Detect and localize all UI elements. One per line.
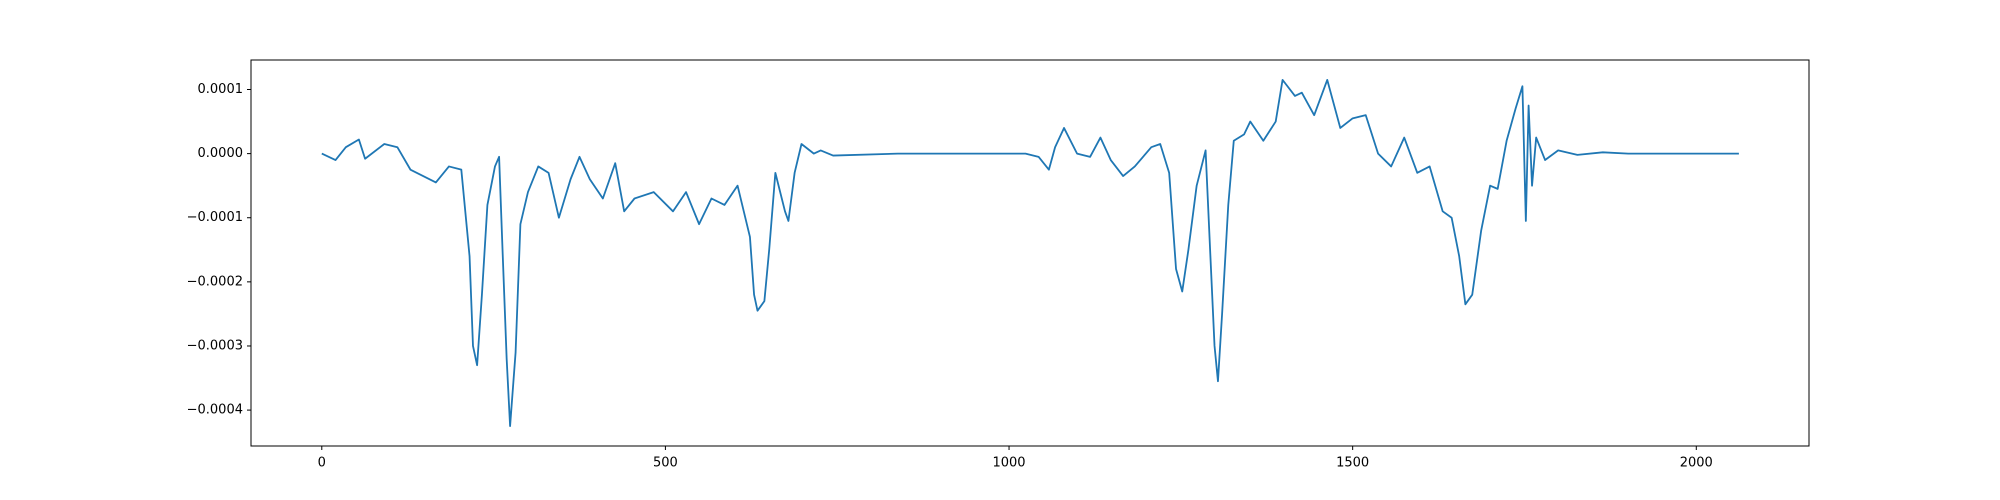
y-tick-label: −0.0003: [187, 338, 243, 353]
plot-frame: [250, 59, 1810, 447]
data-line: [321, 78, 1739, 428]
y-tick-label: −0.0002: [187, 274, 243, 289]
y-tick-label: 0.0000: [198, 146, 244, 161]
y-tick-label: −0.0001: [187, 210, 243, 225]
y-tick-label: 0.0001: [198, 82, 244, 97]
y-tick-label: −0.0004: [187, 403, 243, 418]
x-tick-label: 1500: [1336, 456, 1369, 471]
x-tick-label: 2000: [1680, 456, 1713, 471]
x-tick-label: 0: [318, 456, 326, 471]
x-tick-label: 500: [653, 456, 678, 471]
x-tick-label: 1000: [992, 456, 1025, 471]
